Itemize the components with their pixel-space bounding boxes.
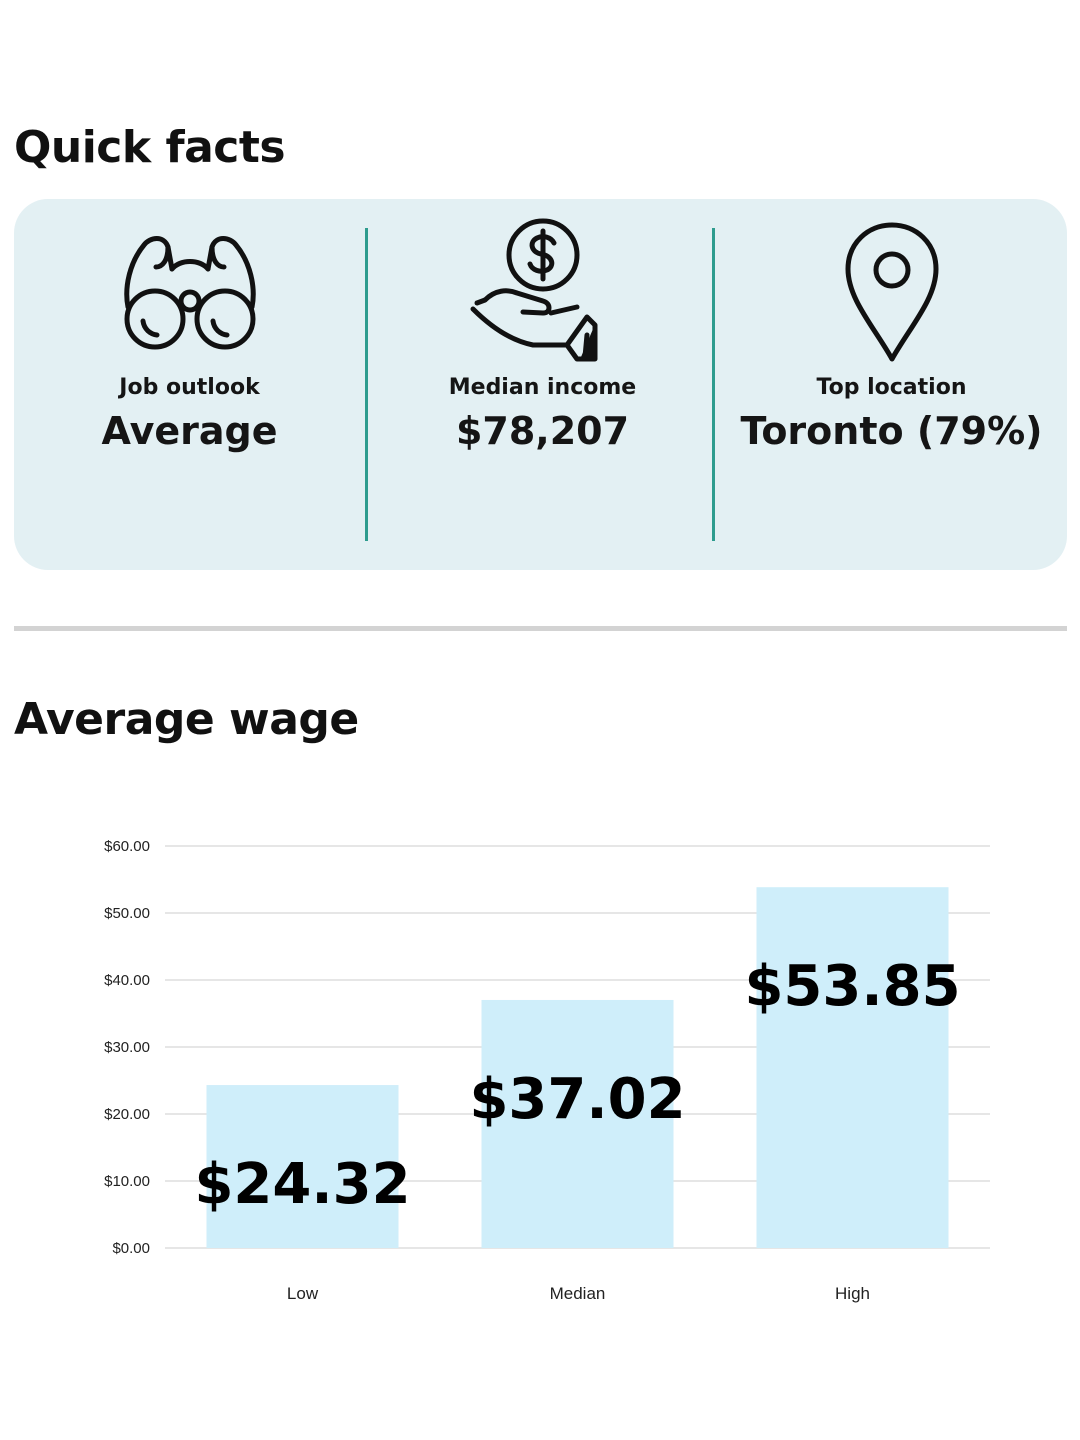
- x-category-label: Low: [287, 1284, 319, 1303]
- bar-value-label: $53.85: [744, 954, 960, 1019]
- y-tick-label: $50.00: [104, 905, 150, 922]
- money-hand-icon: [367, 217, 718, 367]
- fact-divider: [365, 228, 368, 541]
- fact-top-location: Top location Toronto (79%): [716, 199, 1067, 570]
- quick-facts-title: Quick facts: [14, 122, 286, 173]
- fact-label: Median income: [448, 375, 637, 400]
- fact-value: Average: [101, 409, 278, 453]
- fact-value: $78,207: [455, 409, 630, 453]
- section-divider: [14, 626, 1067, 631]
- x-category-label: Median: [550, 1284, 606, 1303]
- average-wage-title: Average wage: [14, 694, 359, 745]
- quick-facts-card: Job outlook Average Median inco: [14, 199, 1067, 570]
- y-tick-label: $40.00: [104, 972, 150, 989]
- bar-value-label: $24.32: [194, 1152, 410, 1217]
- bar-median: [481, 999, 674, 1248]
- fact-label: Top location: [816, 375, 967, 400]
- average-wage-chart: $0.00 $10.00 $20.00 $30.00 $40.00 $50.00 $60.0…: [104, 838, 990, 1303]
- fact-job-outlook: Job outlook Average: [14, 199, 365, 570]
- bar-high: [756, 887, 949, 1248]
- y-tick-label: $30.00: [104, 1039, 150, 1056]
- y-tick-label: $60.00: [104, 838, 150, 855]
- x-category-label: High: [835, 1284, 870, 1303]
- fact-value: Toronto (79%): [740, 409, 1043, 453]
- bar-low: [206, 1085, 399, 1248]
- location-pin-icon: [716, 217, 1067, 367]
- bar-value-label: $37.02: [469, 1067, 685, 1132]
- binoculars-icon: [14, 217, 365, 367]
- y-tick-label: $10.00: [104, 1173, 150, 1190]
- fact-divider: [712, 228, 715, 541]
- y-tick-label: $20.00: [104, 1106, 150, 1123]
- fact-label: Job outlook: [119, 375, 260, 400]
- y-tick-label: $0.00: [112, 1240, 150, 1257]
- fact-median-income: Median income $78,207: [367, 199, 718, 570]
